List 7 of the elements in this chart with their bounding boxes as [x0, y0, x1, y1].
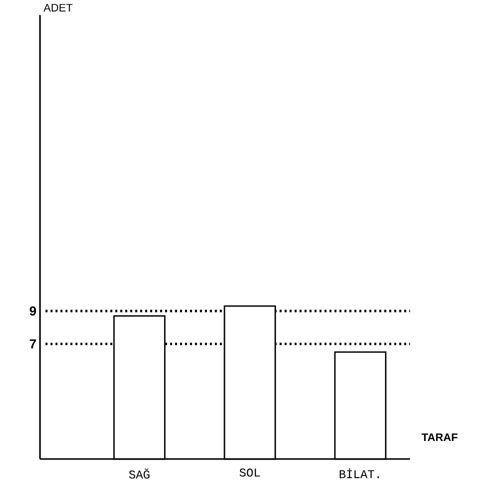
y-tick-label: 7 — [30, 339, 36, 348]
x-tick-label: BİLAT. — [340, 468, 379, 478]
x-tick-label: SOL — [240, 468, 260, 477]
x-tick-label: SAĞ — [129, 468, 150, 479]
y-axis-title: ADET — [44, 4, 72, 12]
x-axis-title: TARAF — [422, 433, 458, 442]
y-tick-label: 9 — [30, 306, 36, 316]
